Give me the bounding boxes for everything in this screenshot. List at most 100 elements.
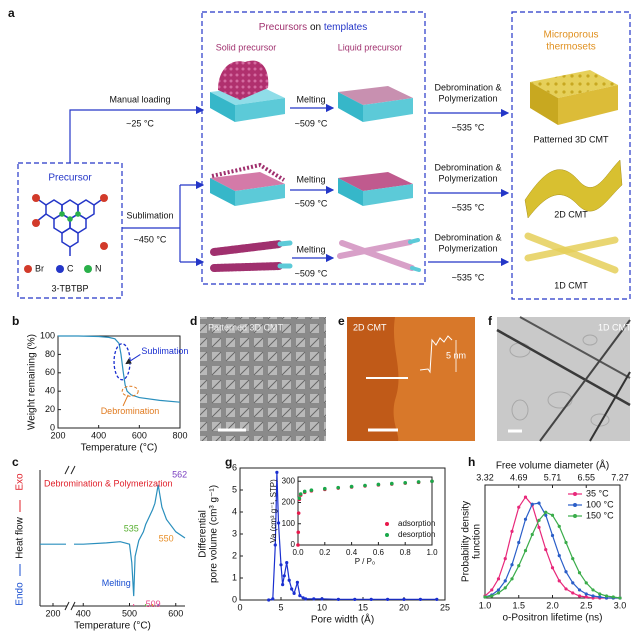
data-point <box>571 581 575 585</box>
legend-label: 100 °C <box>586 499 614 509</box>
element-label: Br <box>35 263 44 273</box>
data-point <box>550 513 555 517</box>
product-1d <box>524 232 619 274</box>
step-label: Melting <box>296 244 325 254</box>
data-point <box>517 540 521 545</box>
x2-tick-label: 3.32 <box>476 472 494 482</box>
box-title: thermosets <box>546 42 595 53</box>
data-point <box>523 548 528 553</box>
x-tick-label: 2.5 <box>580 600 593 610</box>
molecule-name: 3-TBTBP <box>51 283 88 293</box>
data-point <box>296 511 301 515</box>
annotation: Sublimation <box>141 346 188 356</box>
step-label: Debromination & <box>434 232 501 242</box>
y-tick-label: 60 <box>45 367 55 377</box>
legend-label: desorption <box>398 530 435 539</box>
x-tick-label: 15 <box>358 602 368 612</box>
data-point <box>430 479 434 484</box>
panel-label: g <box>225 455 232 469</box>
tem-image <box>497 317 630 441</box>
step-label: Melting <box>296 174 325 184</box>
data-point <box>279 563 283 567</box>
y-axis-label: Va (cm³ g⁻¹, STP) <box>269 479 278 543</box>
route-temp: ~450 °C <box>134 234 167 244</box>
product-label: 1D CMT <box>554 280 588 290</box>
legend-label: 35 °C <box>586 488 609 498</box>
image-label: Patterned 3D CMT <box>208 322 284 332</box>
legend-swatch <box>385 533 389 537</box>
x-tick-label: 600 <box>168 608 183 618</box>
data-point <box>295 580 299 585</box>
y-tick-label: 6 <box>232 462 237 472</box>
x-tick-label: 0.4 <box>346 548 358 557</box>
data-point <box>312 597 316 601</box>
box-title: Precursor <box>48 173 92 184</box>
data-point <box>604 594 609 598</box>
data-point <box>510 563 514 567</box>
y-tick-label: 3 <box>232 528 237 538</box>
step-temp: ~509 °C <box>295 268 328 278</box>
panel-label: e <box>338 314 345 328</box>
sem-image <box>200 317 326 441</box>
legend-swatch <box>385 522 389 526</box>
column-title: Solid precursor <box>216 42 277 52</box>
data-point <box>296 530 301 535</box>
data-point <box>503 579 507 583</box>
x-tick-label: 25 <box>440 602 450 612</box>
data-point <box>530 532 534 537</box>
data-point <box>496 588 501 592</box>
peak-label: 562 <box>172 469 187 479</box>
data-point <box>287 578 291 582</box>
data-point <box>598 592 602 596</box>
data-point <box>584 592 588 596</box>
annotation-arrow <box>125 353 141 365</box>
peak-label: 550 <box>159 534 174 544</box>
data-point <box>577 594 582 598</box>
data-point <box>353 597 357 601</box>
data-point <box>550 566 555 570</box>
data-point <box>503 557 507 561</box>
y-axis-label: pore volume (cm³ g⁻¹) <box>209 485 220 583</box>
step-temp: ~509 °C <box>295 198 328 208</box>
data-point <box>418 597 422 601</box>
data-point <box>544 510 548 514</box>
data-point <box>496 577 501 581</box>
axis-break <box>64 601 76 611</box>
panel-label: b <box>12 314 19 328</box>
data-point <box>483 595 487 599</box>
box-title: Microporous <box>543 30 598 41</box>
data-point <box>571 591 575 595</box>
panel-label: a <box>8 6 15 20</box>
route-arrow <box>69 105 205 163</box>
data-point <box>537 501 541 505</box>
step-label: Polymerization <box>438 243 497 253</box>
data-point <box>273 543 277 547</box>
data-point <box>297 496 302 501</box>
product-label: 2D CMT <box>554 209 588 219</box>
y-tick-label: 0 <box>291 540 296 549</box>
data-point <box>369 597 373 601</box>
panel-a: a Precursor Br C N 3-TBTBP Manual loadin… <box>8 6 631 300</box>
data-point <box>390 481 394 486</box>
peak-label: 535 <box>124 524 139 534</box>
element-label: C <box>67 263 74 273</box>
x-tick-label: 5 <box>278 602 283 612</box>
panel-label: d <box>190 314 197 328</box>
data-point <box>403 480 408 485</box>
row-arrows <box>290 103 510 267</box>
y-axis-label: Probability density <box>461 501 472 582</box>
x2-axis-label: Free volume diameter (Å) <box>496 459 609 472</box>
data-point <box>537 525 541 529</box>
data-point <box>611 595 615 599</box>
data-point <box>557 579 561 583</box>
x2-tick-label: 4.69 <box>510 472 528 482</box>
data-point <box>416 480 421 484</box>
annotation: Debromination & Polymerization <box>44 478 173 488</box>
data-point <box>490 594 494 598</box>
image-label: 2D CMT <box>353 322 387 332</box>
annotation: Melting <box>102 578 131 588</box>
data-point <box>276 521 281 525</box>
data-point <box>598 595 602 599</box>
x-tick-label: 800 <box>172 430 187 440</box>
